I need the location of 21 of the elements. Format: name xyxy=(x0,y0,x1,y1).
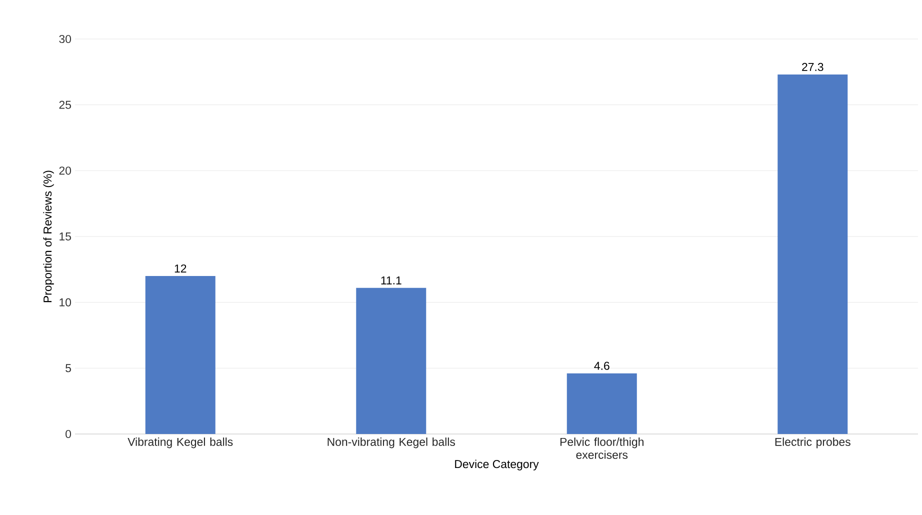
x-tick-label: Vibrating Kegel balls xyxy=(128,438,233,448)
x-axis-title: Device Category xyxy=(455,460,539,470)
x-tick-label: Pelvic floor/thigh exercisers xyxy=(560,438,644,459)
y-tick-label: 5 xyxy=(66,364,71,372)
y-tick-label: 30 xyxy=(59,34,72,44)
y-tick-label: 15 xyxy=(60,232,71,240)
data-label: 11.1 xyxy=(381,276,402,284)
y-tick-label: 0 xyxy=(66,430,72,438)
bar xyxy=(566,373,637,434)
y-tick-label: 20 xyxy=(59,166,72,175)
bar xyxy=(356,288,426,434)
y-tick-label: 10 xyxy=(60,298,72,306)
data-label: 12 xyxy=(174,264,186,272)
data-label: 27.3 xyxy=(802,62,824,72)
x-tick-label: Electric probes xyxy=(775,438,850,448)
y-axis-title: Proportion of Reviews (%) xyxy=(43,170,54,302)
bar xyxy=(145,276,216,434)
bar xyxy=(778,74,848,434)
y-tick-label: 25 xyxy=(59,100,71,109)
x-tick-label: Non-vibrating Kegel balls xyxy=(328,438,455,448)
data-label: 4.6 xyxy=(594,362,610,370)
